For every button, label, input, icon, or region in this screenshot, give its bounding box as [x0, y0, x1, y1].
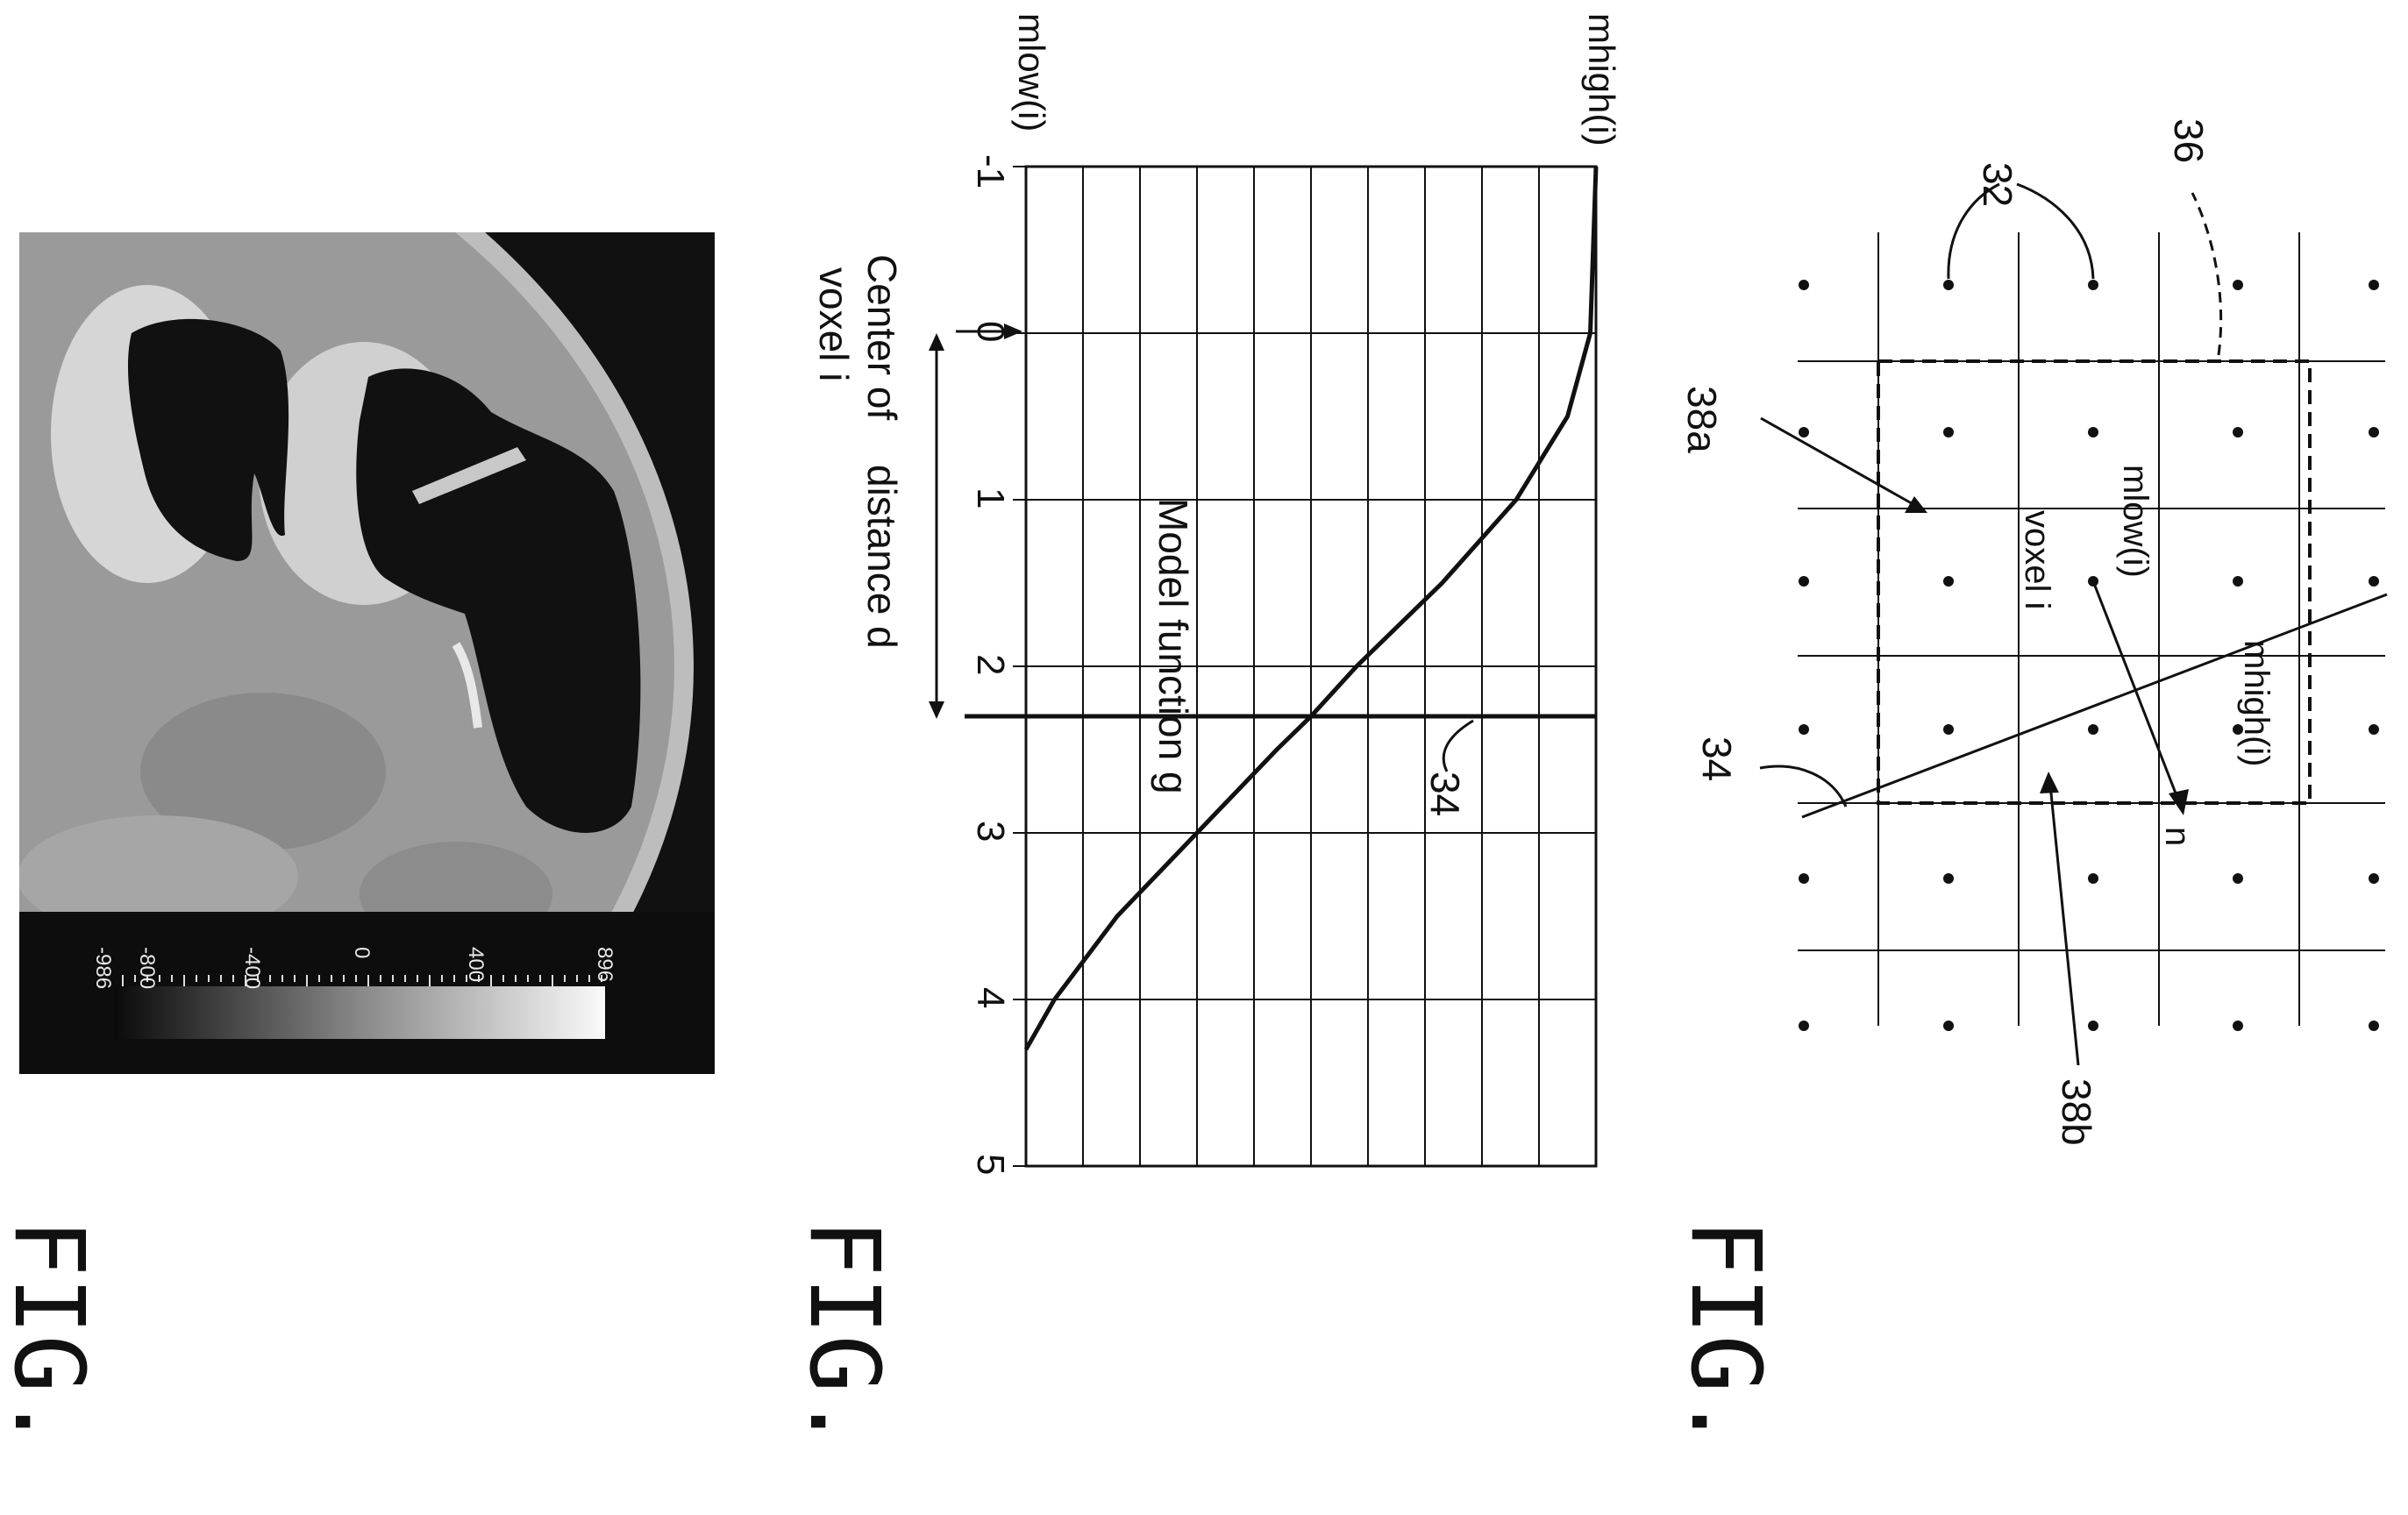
fig3-x-tick-label: 3: [969, 821, 1012, 842]
fig3-y-top-label: mlow(i): [1011, 13, 1052, 132]
fig2-voxel-centers: [1799, 280, 2379, 1031]
fig2-figure-label: FIG. 2: [1670, 1219, 1782, 1511]
fig3-center-label-line1: Center of: [859, 254, 905, 420]
fig2-ref-38b: 38b: [2054, 1078, 2099, 1146]
fig2-voxel-label: voxel i: [2018, 510, 2056, 609]
fig2-m-low-label: mlow(i): [2116, 465, 2155, 578]
fig4-colorbar: [114, 986, 605, 1039]
fig3-x-tick-label: 2: [969, 654, 1012, 675]
fig3-model-curve: [1023, 166, 1599, 1051]
fig4-gas-cavity-b: [356, 368, 641, 834]
fig3-center-label-line2: voxel i: [811, 267, 857, 381]
fig4-colorbar-tick-label: 0: [350, 947, 374, 958]
fig3-distance-label: distance d: [859, 465, 905, 649]
fig2-ref-36: 36: [2166, 118, 2212, 163]
fig2-normal-label: n: [2158, 827, 2197, 846]
fig3-x-tick-label: 1: [969, 487, 1012, 509]
fig3-y-bottom-label: mhigh(i): [1581, 13, 1622, 146]
fig4-colorbar-tick-label: -400: [240, 947, 264, 989]
fig2-ref-38a: 38a: [1679, 386, 1725, 453]
fig4-colorbar-tick-label: -800: [135, 947, 159, 989]
fig3-x-tick-label: -1: [969, 154, 1012, 188]
fig4-colorbar-tick-label: -986: [91, 947, 115, 989]
fig2-neighborhood-box: [1877, 359, 2312, 805]
fig4-ct-slice-image: 896 400 0 -400 -800 -986 FIG. 4: [0, 232, 715, 1515]
fig2-ref-34: 34: [1694, 736, 1740, 781]
fig3-figure-label: FIG. 3: [788, 1219, 901, 1511]
fig4-colorbar-tick-label: 400: [464, 947, 488, 982]
fig4-figure-label: FIG. 4: [0, 1219, 105, 1511]
fig3-x-tick-label: 5: [969, 1154, 1012, 1175]
fig3-chart-title: Model function g: [1151, 498, 1196, 794]
fig4-gas-cavity-a: [127, 318, 289, 561]
fig2-boundary-line: [1801, 593, 2388, 819]
fig3-ref-34: 34: [1422, 772, 1468, 816]
fig4-colorbar-tick-label: 896: [593, 947, 616, 982]
fig2-ref-32: 32: [1975, 162, 2020, 207]
fig2-voxel-grid-diagram: 32 36 38a 34 38b mlow(i) voxel i mhigh(i…: [1670, 118, 2388, 1515]
fig3-x-tick-label: 4: [969, 987, 1012, 1008]
fig2-m-high-label: mhigh(i): [2237, 640, 2276, 766]
fig2-normal-arrow: [2091, 580, 2181, 803]
